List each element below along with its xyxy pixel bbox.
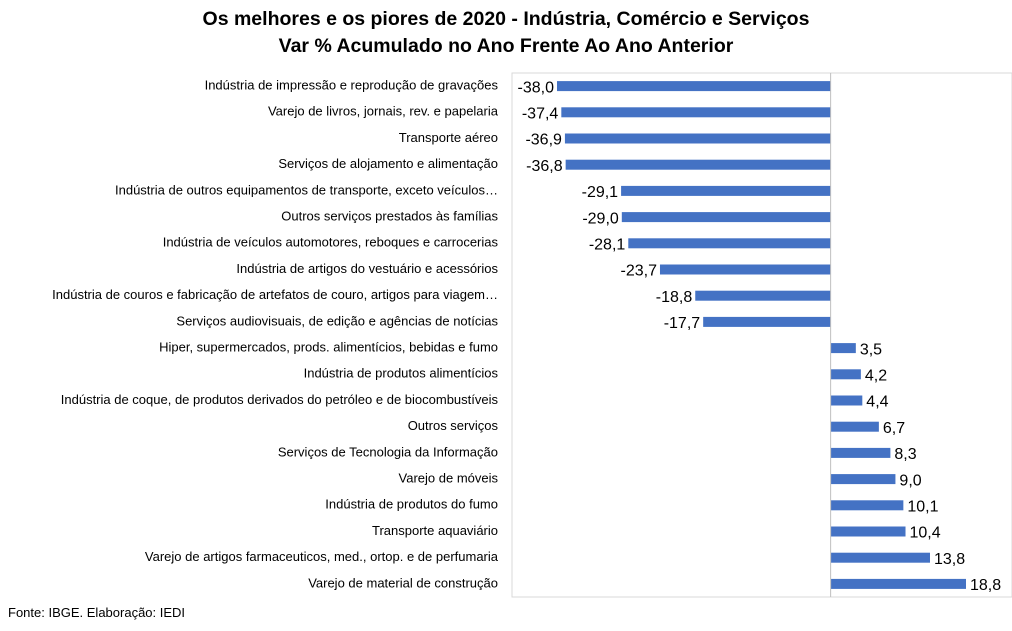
category-label: Indústria de outros equipamentos de tran… xyxy=(115,182,498,197)
category-label: Transporte aquaviário xyxy=(372,523,498,538)
category-label: Serviços audiovisuais, de edição e agênc… xyxy=(176,313,498,328)
category-label: Indústria de impressão e reprodução de g… xyxy=(205,78,499,93)
chart-subtitle: Var % Acumulado no Ano Frente Ao Ano Ant… xyxy=(278,35,734,57)
bar xyxy=(628,238,831,249)
value-label: 4,4 xyxy=(866,394,888,411)
value-label: 9,0 xyxy=(899,472,921,489)
bar xyxy=(557,81,831,92)
bar xyxy=(621,212,831,223)
value-label: -28,1 xyxy=(589,237,626,254)
bar xyxy=(830,369,861,380)
category-label: Indústria de coque, de produtos derivado… xyxy=(61,392,499,407)
category-label: Serviços de Tecnologia da Informação xyxy=(278,444,498,459)
bar xyxy=(830,395,863,406)
category-label: Outros serviços xyxy=(408,418,499,433)
value-label: -23,7 xyxy=(621,263,658,280)
value-label: 18,8 xyxy=(970,577,1001,594)
bar xyxy=(830,578,966,589)
bar xyxy=(565,159,831,170)
category-label: Varejo de material de construção xyxy=(308,575,498,590)
value-label: -36,8 xyxy=(526,158,563,175)
bar xyxy=(830,474,896,485)
category-label: Varejo de livros, jornais, rev. e papela… xyxy=(268,104,499,119)
category-label: Indústria de produtos alimentícios xyxy=(304,366,499,381)
value-label: 4,2 xyxy=(865,368,887,385)
bar xyxy=(703,316,831,327)
bar xyxy=(830,421,879,432)
category-label: Serviços de alojamento e alimentação xyxy=(278,156,498,171)
value-label: 10,4 xyxy=(910,525,941,542)
category-label: Indústria de produtos do fumo xyxy=(325,497,498,512)
value-label: 8,3 xyxy=(894,446,916,463)
category-label: Varejo de móveis xyxy=(399,471,499,486)
bar xyxy=(659,264,831,275)
value-label: -29,0 xyxy=(582,210,619,227)
category-label: Hiper, supermercados, prods. alimentício… xyxy=(159,340,498,355)
bar xyxy=(830,526,906,537)
value-label: 10,1 xyxy=(907,499,938,516)
value-label: -36,9 xyxy=(525,132,562,149)
source-note: Fonte: IBGE. Elaboração: IEDI xyxy=(8,605,186,620)
value-label: 3,5 xyxy=(860,341,882,358)
value-label: 13,8 xyxy=(934,551,965,568)
value-label: -29,1 xyxy=(582,184,619,201)
category-label: Indústria de artigos do vestuário e aces… xyxy=(236,261,498,276)
bar xyxy=(830,552,930,563)
bar xyxy=(830,500,904,511)
bars-layer: Indústria de impressão e reprodução de g… xyxy=(52,78,1001,595)
category-label: Outros serviços prestados às famílias xyxy=(281,209,498,224)
bar xyxy=(561,107,831,118)
bar xyxy=(830,447,891,458)
category-label: Indústria de veículos automotores, reboq… xyxy=(163,235,499,250)
category-label: Varejo de artigos farmaceuticos, med., o… xyxy=(145,549,499,564)
value-label: 6,7 xyxy=(883,420,905,437)
plot-area xyxy=(511,72,1012,598)
value-label: -17,7 xyxy=(664,315,701,332)
value-label: -37,4 xyxy=(522,106,559,123)
value-label: -38,0 xyxy=(518,79,555,96)
bar xyxy=(830,343,856,354)
chart-title-line: Os melhores e os piores de 2020 - Indúst… xyxy=(202,8,810,30)
chart-title: Os melhores e os piores de 2020 - Indúst… xyxy=(0,6,1012,60)
bar xyxy=(564,133,831,144)
category-label: Transporte aéreo xyxy=(399,130,498,145)
bar xyxy=(695,290,831,301)
bar xyxy=(621,185,831,196)
category-label: Indústria de couros e fabricação de arte… xyxy=(52,287,498,302)
value-label: -18,8 xyxy=(656,289,693,306)
